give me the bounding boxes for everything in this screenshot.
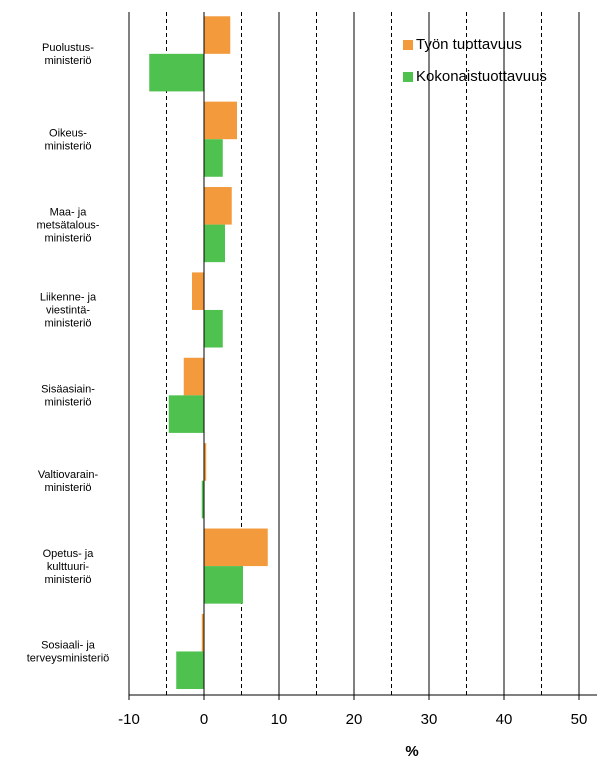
category-label: ministeriö (44, 574, 91, 586)
category-label: kulttuuri- (47, 561, 90, 573)
category-label: ministeriö (44, 318, 91, 330)
bar (204, 566, 243, 604)
category-label: Sisäasiain- (41, 384, 95, 396)
category-label: Opetus- ja (43, 548, 95, 560)
bar (201, 480, 204, 519)
x-tick-label: 30 (421, 711, 438, 728)
bar (204, 16, 231, 54)
category-label: ministeriö (44, 140, 91, 152)
category-label: ministeriö (44, 55, 91, 67)
bar (192, 272, 204, 310)
bar (201, 613, 204, 652)
bar (204, 187, 232, 225)
legend-swatch (403, 72, 413, 82)
bar (204, 528, 268, 567)
bar (204, 139, 223, 177)
bar (168, 395, 204, 433)
category-label: Puolustus- (42, 42, 94, 54)
category-label: ministeriö (44, 482, 91, 494)
x-tick-label: 20 (346, 711, 363, 728)
legend-label: Työn tuottavuus (416, 36, 522, 53)
x-tick-label: -10 (118, 711, 140, 728)
category-label: viestintä- (46, 305, 90, 317)
category-label: Oikeus- (49, 127, 87, 139)
bar (204, 224, 225, 263)
bar (176, 651, 204, 690)
x-tick-label: 40 (496, 711, 513, 728)
bar (183, 357, 204, 396)
category-label: Sosiaali- ja (41, 640, 96, 652)
category-label: metsätalous- (37, 219, 100, 231)
category-label: Liikenne- ja (40, 292, 97, 304)
bar (204, 101, 237, 140)
category-label: Valtiovarain- (38, 469, 99, 481)
category-label: terveysministeriö (27, 653, 110, 665)
category-label: ministeriö (44, 397, 91, 409)
legend-swatch (403, 40, 413, 50)
x-tick-label: 50 (571, 711, 588, 728)
x-axis-label: % (405, 743, 418, 760)
category-label: ministeriö (44, 232, 91, 244)
bar (149, 53, 204, 92)
bar (204, 309, 223, 348)
bar (204, 443, 207, 481)
legend-label: Kokonaistuottavuus (416, 68, 547, 85)
x-tick-label: 0 (200, 711, 208, 728)
category-label: Maa- ja (50, 206, 88, 218)
x-tick-label: 10 (271, 711, 288, 728)
